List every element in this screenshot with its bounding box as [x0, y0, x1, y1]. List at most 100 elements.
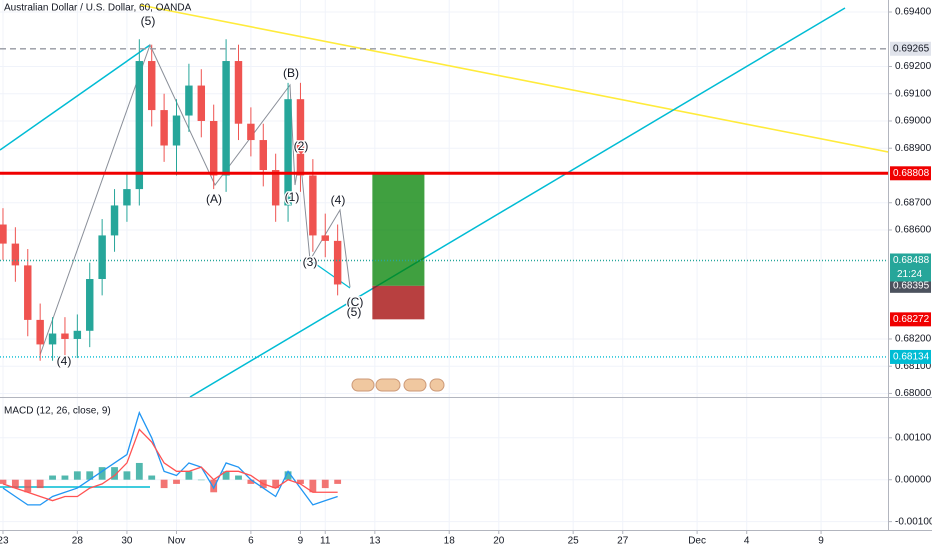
indicator-title: MACD (12, 26, close, 9)	[4, 406, 111, 417]
candle-body	[247, 123, 255, 141]
price-label-box	[890, 278, 931, 293]
y-tick-label: 0.68900	[895, 143, 932, 154]
price-lines	[0, 48, 888, 358]
wave-labels: (5)(4)(A)(B)(1)(2)(3)(4)(C)(5)	[55, 13, 364, 370]
candle-body	[148, 61, 156, 111]
wave-label: (A)	[206, 192, 222, 206]
candle-body	[0, 224, 7, 244]
candle-body	[135, 61, 144, 190]
countdown: 21:24	[897, 269, 922, 280]
candle-body	[234, 61, 243, 124]
x-tick-label: 6	[248, 536, 254, 547]
price-label: 0.68272	[893, 314, 930, 325]
x-tick-label: 13	[369, 536, 381, 547]
signal-line	[2, 428, 338, 502]
candle-body	[11, 243, 20, 266]
y-tick-label: 0.68700	[895, 197, 932, 208]
x-tick-label: 11	[320, 536, 331, 547]
histogram-bar	[24, 479, 32, 493]
x-tick-label: 9	[298, 536, 304, 547]
histogram-bar	[272, 479, 280, 489]
candle-body	[284, 99, 292, 206]
candle-body	[48, 333, 57, 345]
histogram-bar	[297, 479, 304, 484]
price-label-box	[890, 349, 931, 364]
histogram-bar	[173, 479, 180, 484]
event-icons	[351, 378, 445, 392]
y-tick-label: 0.69100	[895, 88, 932, 99]
position-box	[372, 173, 425, 320]
histogram-bar	[36, 479, 44, 489]
candle-body	[309, 175, 317, 236]
y-tick-label: 0.00100	[895, 432, 932, 443]
x-tick-label: 23	[0, 536, 9, 547]
x-tick-label: 28	[72, 536, 84, 547]
histogram-bar	[111, 467, 118, 480]
candle-body	[98, 235, 106, 280]
histogram-bar	[210, 479, 218, 493]
y-tick-label: 0.68600	[895, 225, 932, 236]
candle-body	[321, 235, 329, 241]
candle-body	[259, 140, 267, 171]
candle-body	[296, 99, 305, 176]
histogram-bar	[222, 471, 230, 480]
candle-body	[271, 170, 280, 206]
profit-zone	[372, 173, 425, 286]
candle-body	[24, 265, 32, 320]
candle-body	[185, 85, 193, 116]
x-tick-label: 4	[744, 536, 750, 547]
histogram-bar	[98, 467, 106, 480]
histogram-bar	[309, 479, 317, 493]
candle-body	[222, 61, 230, 176]
x-tick-label: Nov	[168, 536, 186, 547]
y-tick-label: 0.69200	[895, 61, 932, 72]
candle-body	[110, 205, 119, 236]
price-label: 0.68395	[893, 280, 930, 291]
wave-label: (4)	[57, 354, 72, 368]
candle-body	[172, 115, 181, 146]
wave-label: (2)	[294, 139, 309, 153]
candles	[0, 39, 342, 361]
histogram-bar	[334, 479, 342, 484]
histogram-bar	[123, 471, 131, 480]
y-tick-label: 0.69000	[895, 116, 932, 127]
candle-body	[61, 333, 69, 339]
wave-label: (3)	[303, 255, 318, 269]
event-icon	[375, 378, 401, 392]
histogram-bar	[197, 479, 205, 481]
macd-panel	[0, 410, 342, 506]
candle-body	[123, 189, 131, 206]
price-label-box	[890, 41, 931, 56]
candle-body	[73, 330, 82, 339]
histogram-bar	[247, 479, 255, 484]
event-icon	[429, 378, 445, 392]
wave-label: (C)	[347, 295, 364, 309]
x-tick-label: 30	[121, 536, 133, 547]
y-tick-label: 0.68200	[895, 334, 932, 345]
histogram-bar	[61, 475, 69, 480]
event-icon	[403, 378, 427, 392]
histogram-bar	[321, 479, 329, 489]
histogram-bar	[235, 475, 242, 480]
histogram-bar	[73, 471, 81, 480]
trend-line	[309, 259, 351, 289]
histogram-bar	[148, 475, 156, 480]
histogram-bar	[185, 471, 193, 480]
candle-body	[86, 279, 94, 331]
candle-body	[197, 85, 206, 121]
histogram-bar	[11, 479, 19, 489]
wave-label: (1)	[285, 190, 300, 204]
x-tick-label: 20	[493, 536, 505, 547]
wave-label: (B)	[283, 66, 299, 80]
price-label: 0.68134	[893, 352, 930, 363]
price-label-box	[890, 253, 931, 268]
wave-label: (5)	[141, 14, 156, 28]
price-label: 0.68808	[893, 168, 930, 179]
x-tick-label: 25	[568, 536, 580, 547]
drawings	[0, 4, 888, 397]
wave-line	[39, 43, 351, 356]
event-icon	[351, 378, 375, 392]
price-label: 0.69265	[893, 43, 930, 54]
y-tick-label: 0.00000	[895, 474, 932, 485]
x-tick-label: 18	[444, 536, 456, 547]
